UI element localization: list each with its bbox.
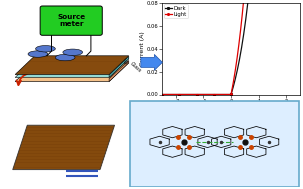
Text: Al: Al <box>22 44 28 49</box>
Text: Source
meter: Source meter <box>57 14 85 27</box>
Polygon shape <box>15 56 129 74</box>
Legend: Dark, Light: Dark, Light <box>164 4 188 18</box>
Ellipse shape <box>36 46 55 52</box>
FancyBboxPatch shape <box>130 101 299 187</box>
Ellipse shape <box>28 51 48 57</box>
Ellipse shape <box>55 54 75 61</box>
Light <box>205 93 209 96</box>
Y-axis label: Current (A): Current (A) <box>140 31 145 66</box>
Polygon shape <box>13 125 115 170</box>
Dark <box>215 93 218 96</box>
X-axis label: Voltage (V): Voltage (V) <box>214 105 248 110</box>
Dark <box>205 93 209 96</box>
Line: Light: Light <box>161 0 301 95</box>
Dark <box>177 93 181 96</box>
Polygon shape <box>15 59 129 77</box>
Light <box>215 93 218 96</box>
Text: ITO: ITO <box>120 57 129 67</box>
Light <box>177 93 181 96</box>
Polygon shape <box>15 63 129 82</box>
FancyArrow shape <box>141 54 162 70</box>
FancyBboxPatch shape <box>40 6 102 35</box>
Light <box>160 93 164 96</box>
Line: Dark: Dark <box>161 0 301 95</box>
Polygon shape <box>109 56 129 77</box>
Text: Glass: Glass <box>130 61 143 73</box>
Ellipse shape <box>63 49 82 56</box>
Dark <box>160 93 164 96</box>
Polygon shape <box>109 60 129 82</box>
